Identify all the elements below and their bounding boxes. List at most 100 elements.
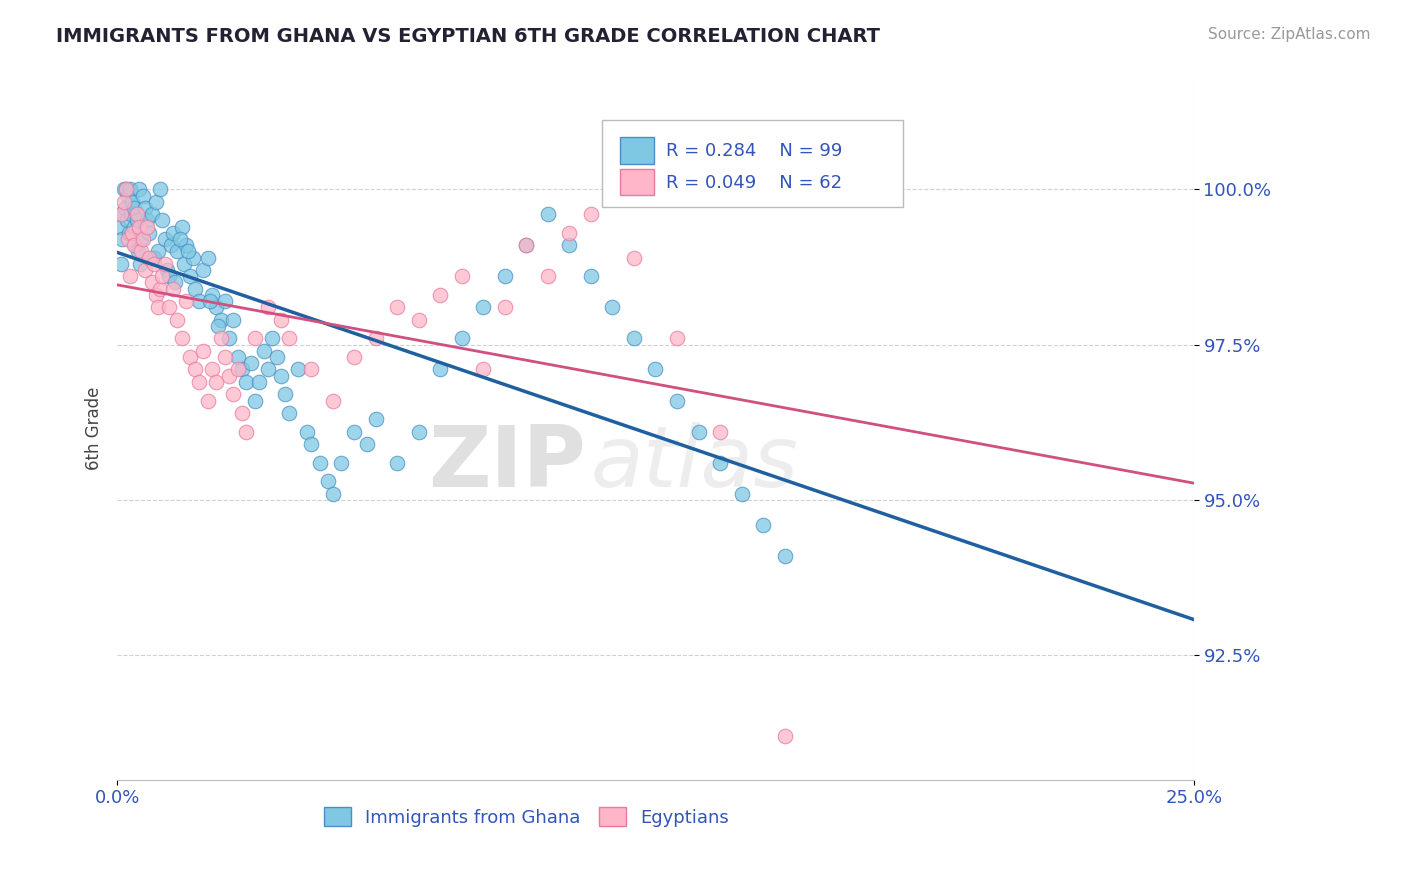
Point [114,182,136,196]
Point [537,207,560,221]
Point [602,301,624,315]
Point [112,194,135,209]
Point [252,343,274,358]
Point [173,257,195,271]
Point [222,313,245,327]
Point [270,313,292,327]
Point [174,294,197,309]
Point [243,393,266,408]
Point [209,313,232,327]
Point [169,232,191,246]
Point [157,301,180,315]
Text: R = 0.284    N = 99: R = 0.284 N = 99 [666,142,842,161]
Point [120,182,142,196]
Point [125,213,148,227]
Point [152,269,174,284]
Point [299,362,322,376]
Point [709,456,731,470]
Point [134,263,156,277]
Point [231,362,253,376]
Point [170,331,193,345]
Point [128,257,150,271]
Point [181,251,204,265]
Point [114,182,136,196]
Point [330,456,353,470]
Point [262,331,284,345]
Point [112,182,135,196]
Point [124,238,146,252]
Point [579,207,602,221]
Point [385,456,408,470]
Point [193,343,215,358]
Point [579,269,602,284]
Point [110,257,132,271]
Point [450,331,472,345]
Point [537,269,560,284]
Point [247,375,270,389]
Point [243,331,266,345]
Point [214,350,236,364]
Point [494,269,516,284]
Point [295,425,318,439]
Point [138,226,160,240]
Point [257,301,280,315]
Point [141,276,163,290]
Point [515,238,537,252]
Point [153,257,176,271]
Point [429,288,451,302]
Text: R = 0.049    N = 62: R = 0.049 N = 62 [666,174,842,192]
Point [321,487,343,501]
Point [157,269,180,284]
Point [145,194,167,209]
Point [153,232,176,246]
Point [117,188,139,202]
Point [121,194,143,209]
Point [118,226,141,240]
Point [515,238,537,252]
Point [124,238,146,252]
Point [408,425,430,439]
Point [270,368,292,383]
Point [128,219,150,234]
Point [201,288,224,302]
Point [117,232,139,246]
Point [364,331,387,345]
Point [356,437,378,451]
Point [129,232,152,246]
Point [709,425,731,439]
Point [128,182,150,196]
Point [136,213,159,227]
Point [472,301,495,315]
Y-axis label: 6th Grade: 6th Grade [86,387,103,470]
Point [132,232,155,246]
FancyBboxPatch shape [602,120,903,207]
Point [408,313,430,327]
Point [149,182,172,196]
Point [209,331,232,345]
Point [364,412,387,426]
Point [110,207,132,221]
Point [165,276,187,290]
Point [188,375,211,389]
Point [235,425,257,439]
Point [752,517,775,532]
Text: atlas: atlas [591,422,799,505]
Point [343,350,366,364]
Point [132,188,155,202]
Point [201,362,224,376]
Point [162,226,184,240]
Point [205,301,228,315]
Point [166,313,188,327]
Bar [620,137,654,164]
Point [257,362,280,376]
Point [730,487,752,501]
Point [222,387,245,401]
Point [122,219,145,234]
Point [111,232,134,246]
Point [121,226,143,240]
Point [152,213,174,227]
Point [177,244,200,259]
Point [197,393,219,408]
Point [205,375,228,389]
Point [321,393,343,408]
